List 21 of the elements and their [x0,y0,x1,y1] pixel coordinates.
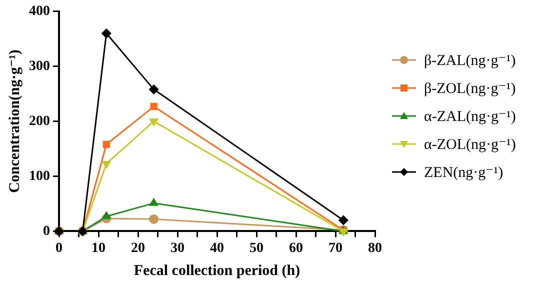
x-tick-label: 80 [368,241,382,256]
legend-label: β-ZOL(ng·g⁻¹) [424,80,516,98]
x-tick-label: 70 [328,241,342,256]
y-axis-title: Concentration(ng·g⁻¹) [6,50,23,193]
x-tick-label: 30 [170,241,184,256]
x-tick-label: 10 [92,241,106,256]
legend-label: α-ZAL(ng·g⁻¹) [424,108,516,126]
y-tick-label: 0 [43,224,50,239]
y-tick-label: 100 [29,168,50,184]
x-tick-label: 60 [289,241,303,256]
legend-label: β-ZAL(ng·g⁻¹) [424,52,516,70]
x-tick-label: 0 [56,241,62,256]
y-tick-label: 200 [29,114,50,129]
legend-label: α-ZOL(ng·g⁻¹) [424,136,516,154]
y-tick-label: 400 [29,4,50,20]
legend-label: ZEN(ng·g⁻¹) [424,164,504,182]
x-tick-label: 40 [210,241,224,256]
x-tick-label: 50 [250,241,264,256]
x-tick-label: 20 [131,241,145,256]
y-tick-label: 300 [29,58,50,74]
x-axis-title: Fecal collection period (h) [134,262,300,279]
